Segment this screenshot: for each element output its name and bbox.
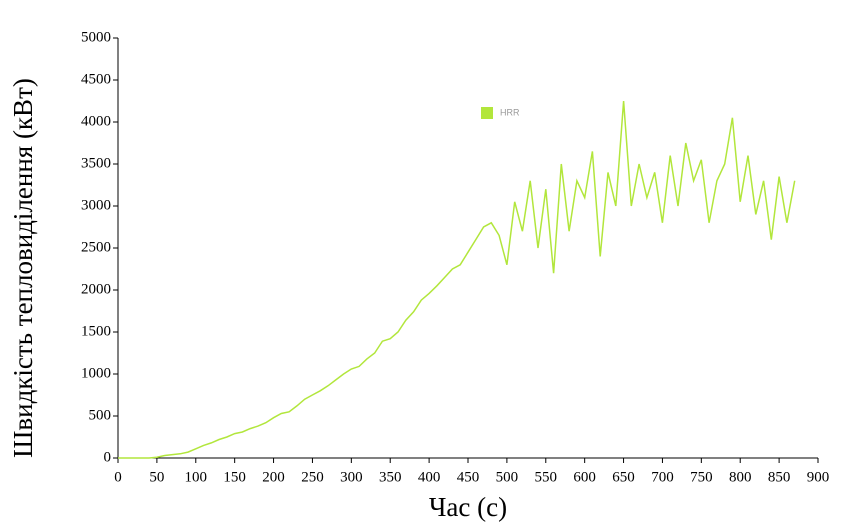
x-tick-label: 750 bbox=[690, 469, 713, 485]
x-tick-label: 700 bbox=[651, 469, 674, 485]
x-tick-label: 250 bbox=[301, 469, 324, 485]
y-tick-label: 0 bbox=[104, 449, 112, 465]
y-tick-label: 500 bbox=[89, 407, 112, 423]
x-tick-label: 150 bbox=[223, 469, 246, 485]
x-tick-label: 50 bbox=[149, 469, 164, 485]
x-tick-label: 200 bbox=[262, 469, 285, 485]
y-tick-label: 2000 bbox=[81, 281, 111, 297]
x-tick-label: 600 bbox=[573, 469, 596, 485]
x-tick-label: 450 bbox=[457, 469, 480, 485]
x-tick-label: 800 bbox=[729, 469, 752, 485]
x-tick-label: 100 bbox=[185, 469, 208, 485]
x-tick-label: 350 bbox=[379, 469, 402, 485]
y-tick-label: 1500 bbox=[81, 323, 111, 339]
legend-label: HRR bbox=[500, 107, 520, 117]
y-tick-label: 3000 bbox=[81, 197, 111, 213]
x-tick-label: 0 bbox=[114, 469, 122, 485]
x-tick-label: 500 bbox=[496, 469, 519, 485]
y-tick-label: 4000 bbox=[81, 113, 111, 129]
y-tick-label: 2500 bbox=[81, 239, 111, 255]
data-line bbox=[118, 100, 796, 459]
x-axis-label: Час (с) bbox=[429, 492, 507, 522]
x-tick-label: 550 bbox=[535, 469, 558, 485]
legend-swatch bbox=[481, 107, 493, 119]
x-tick-label: 650 bbox=[612, 469, 635, 485]
x-tick-label: 850 bbox=[768, 469, 791, 485]
x-tick-label: 400 bbox=[418, 469, 441, 485]
y-tick-label: 5000 bbox=[81, 29, 111, 45]
y-tick-label: 3500 bbox=[81, 155, 111, 171]
y-tick-label: 4500 bbox=[81, 71, 111, 87]
y-axis-label: Швидкість тепловиділення (кВт) bbox=[8, 78, 38, 458]
x-tick-label: 300 bbox=[340, 469, 363, 485]
y-tick-label: 1000 bbox=[81, 365, 111, 381]
x-tick-label: 900 bbox=[807, 469, 830, 485]
